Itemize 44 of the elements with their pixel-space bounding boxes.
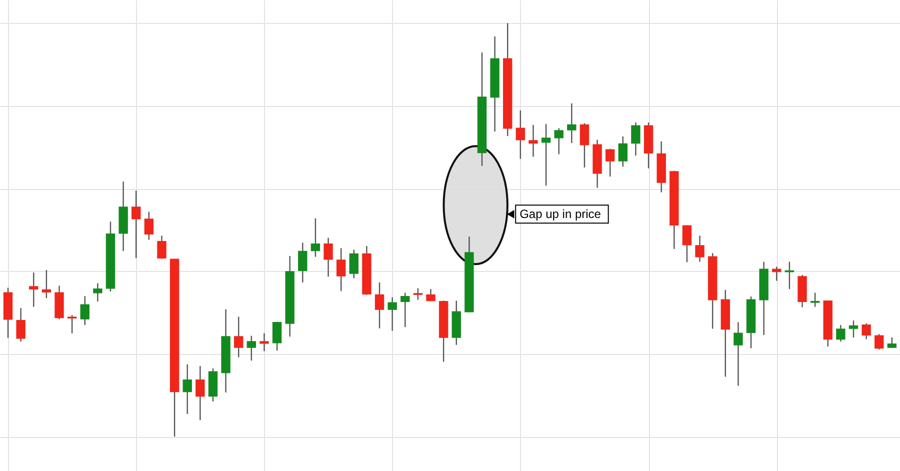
candlestick bbox=[874, 334, 884, 350]
candlestick bbox=[682, 224, 692, 263]
candlestick bbox=[541, 123, 551, 186]
candlestick bbox=[631, 122, 640, 156]
candlestick bbox=[16, 307, 26, 342]
candlestick bbox=[324, 237, 333, 278]
candlestick bbox=[374, 282, 384, 329]
candlestick bbox=[246, 335, 256, 362]
candlestick bbox=[388, 296, 397, 332]
candlestick bbox=[836, 324, 846, 342]
candlestick bbox=[42, 269, 52, 299]
candlestick bbox=[848, 320, 858, 338]
candlestick bbox=[349, 249, 358, 279]
candlestick bbox=[298, 242, 308, 284]
candlestick bbox=[400, 292, 410, 328]
candlestick bbox=[272, 321, 282, 352]
candlestick bbox=[310, 218, 320, 258]
candlestick bbox=[772, 266, 782, 282]
candlestick bbox=[260, 332, 269, 352]
candlestick bbox=[618, 136, 628, 168]
candlestick bbox=[67, 314, 77, 334]
candlestick bbox=[29, 272, 38, 308]
candlestick bbox=[234, 316, 244, 358]
candlestick bbox=[516, 110, 526, 160]
annotation: Gap up in price bbox=[520, 207, 602, 222]
candlestick bbox=[80, 295, 90, 326]
candlestick bbox=[734, 322, 743, 386]
candlestick bbox=[93, 282, 102, 302]
candlestick bbox=[182, 364, 192, 415]
candlestick bbox=[810, 292, 820, 308]
candlestick bbox=[554, 128, 564, 155]
candlestick bbox=[413, 288, 423, 300]
candlestick bbox=[144, 211, 154, 240]
candlestick bbox=[606, 148, 615, 178]
candlestick bbox=[862, 322, 871, 340]
candlestick bbox=[528, 124, 538, 158]
candlestick bbox=[580, 122, 590, 168]
candlestick bbox=[887, 336, 897, 348]
candlestick bbox=[132, 190, 141, 259]
candlestick bbox=[567, 102, 576, 144]
candlestick bbox=[157, 235, 166, 260]
candlestick bbox=[196, 365, 205, 421]
candlestick bbox=[336, 248, 346, 292]
candlestick bbox=[695, 235, 704, 262]
